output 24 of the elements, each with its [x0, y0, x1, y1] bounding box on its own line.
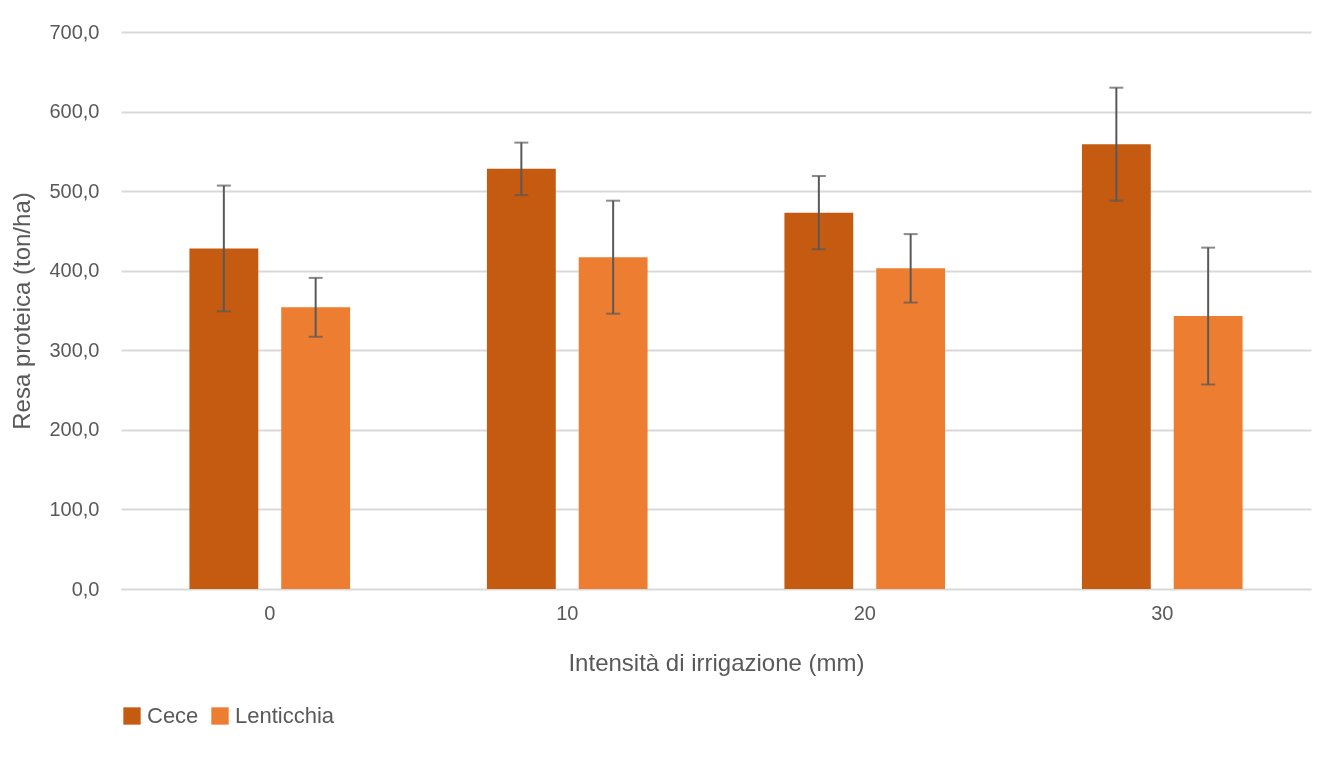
x-tick-label: 0	[264, 601, 276, 624]
legend-label: Lenticchia	[235, 703, 335, 728]
y-tick-label: 100,0	[49, 497, 100, 520]
y-tick-label: 0,0	[71, 577, 100, 600]
x-tick-label: 30	[1151, 601, 1174, 624]
y-tick-label: 500,0	[49, 179, 100, 202]
y-tick-label: 300,0	[49, 338, 100, 361]
bar	[281, 307, 351, 589]
y-tick-label: 400,0	[49, 259, 100, 282]
bar	[1173, 316, 1243, 589]
bar	[486, 168, 556, 589]
bar	[578, 257, 648, 589]
y-axis-title: Resa proteica (ton/ha)	[8, 192, 36, 430]
x-tick-label: 20	[853, 601, 876, 624]
bar	[1081, 144, 1151, 589]
bar	[784, 212, 854, 589]
bar	[189, 248, 259, 589]
y-tick-label: 600,0	[49, 100, 100, 123]
x-axis-title: Intensità di irrigazione (mm)	[568, 648, 865, 676]
bar	[876, 268, 946, 589]
legend-label: Cece	[147, 703, 199, 728]
x-tick-label: 10	[556, 601, 579, 624]
y-tick-label: 200,0	[49, 418, 100, 441]
y-tick-label: 700,0	[49, 20, 100, 43]
